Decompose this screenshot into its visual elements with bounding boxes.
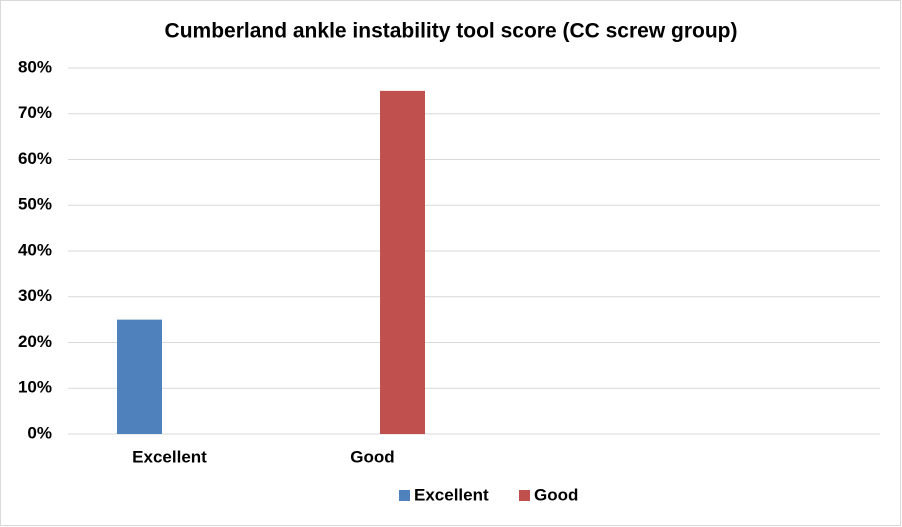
legend-label: Excellent [414,485,489,504]
bar [380,90,425,434]
legend-label: Good [534,485,578,504]
y-tick-label: 10% [18,378,52,397]
y-tick-label: 80% [18,57,52,76]
legend-swatch [399,490,410,501]
y-tick-label: 40% [18,240,52,259]
y-tick-label: 30% [18,286,52,305]
y-tick-label: 70% [18,103,52,122]
chart-title: Cumberland ankle instability tool score … [165,20,738,43]
y-tick-label: 20% [18,332,52,351]
y-tick-label: 60% [18,149,52,168]
y-tick-label: 0% [27,423,52,442]
legend-swatch [519,490,530,501]
x-tick-label: Excellent [132,447,207,466]
y-tick-label: 50% [18,195,52,214]
bar [117,319,162,434]
x-tick-label: Good [350,447,394,466]
